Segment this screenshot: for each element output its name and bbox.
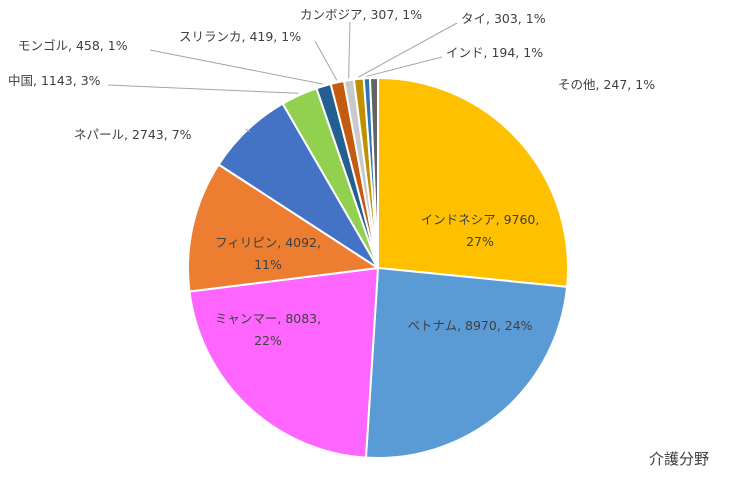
slice-label: インド, 194, 1% — [446, 45, 543, 60]
slice-label: ミャンマー, 8083, 22% — [215, 311, 321, 348]
leader-lines — [107, 21, 458, 133]
slice-label: フィリピン, 4092, 11% — [215, 235, 321, 272]
slice-label: カンボジア, 307, 1% — [300, 7, 422, 22]
leader-line — [358, 22, 458, 78]
leader-line — [348, 21, 351, 79]
pie-slice — [188, 266, 380, 459]
slice-label: タイ, 303, 1% — [461, 11, 546, 26]
slice-label: 中国, 1143, 3% — [8, 73, 101, 88]
leader-line — [107, 84, 299, 94]
pie-slices — [187, 76, 569, 459]
leader-line — [245, 128, 251, 133]
leader-line — [149, 49, 324, 85]
slice-label: モンゴル, 458, 1% — [18, 38, 128, 53]
chart-corner-label: 介護分野 — [648, 450, 709, 468]
slice-label: ネパール, 2743, 7% — [74, 127, 192, 142]
leader-line — [366, 56, 443, 77]
leader-line — [314, 40, 338, 81]
pie-slice — [377, 76, 569, 288]
slice-label: スリランカ, 419, 1% — [179, 29, 301, 44]
pie-slice — [368, 76, 379, 269]
data-labels: インドネシア, 9760, 27% ベトナム, 8970, 24% ミャンマー, 80… — [8, 7, 655, 348]
slice-label: ベトナム, 8970, 24% — [407, 318, 532, 333]
pie-slice — [364, 266, 569, 459]
slice-label: インドネシア, 9760, 27% — [421, 212, 540, 249]
pie-slice — [187, 163, 381, 293]
slice-label: その他, 247, 1% — [558, 77, 655, 92]
